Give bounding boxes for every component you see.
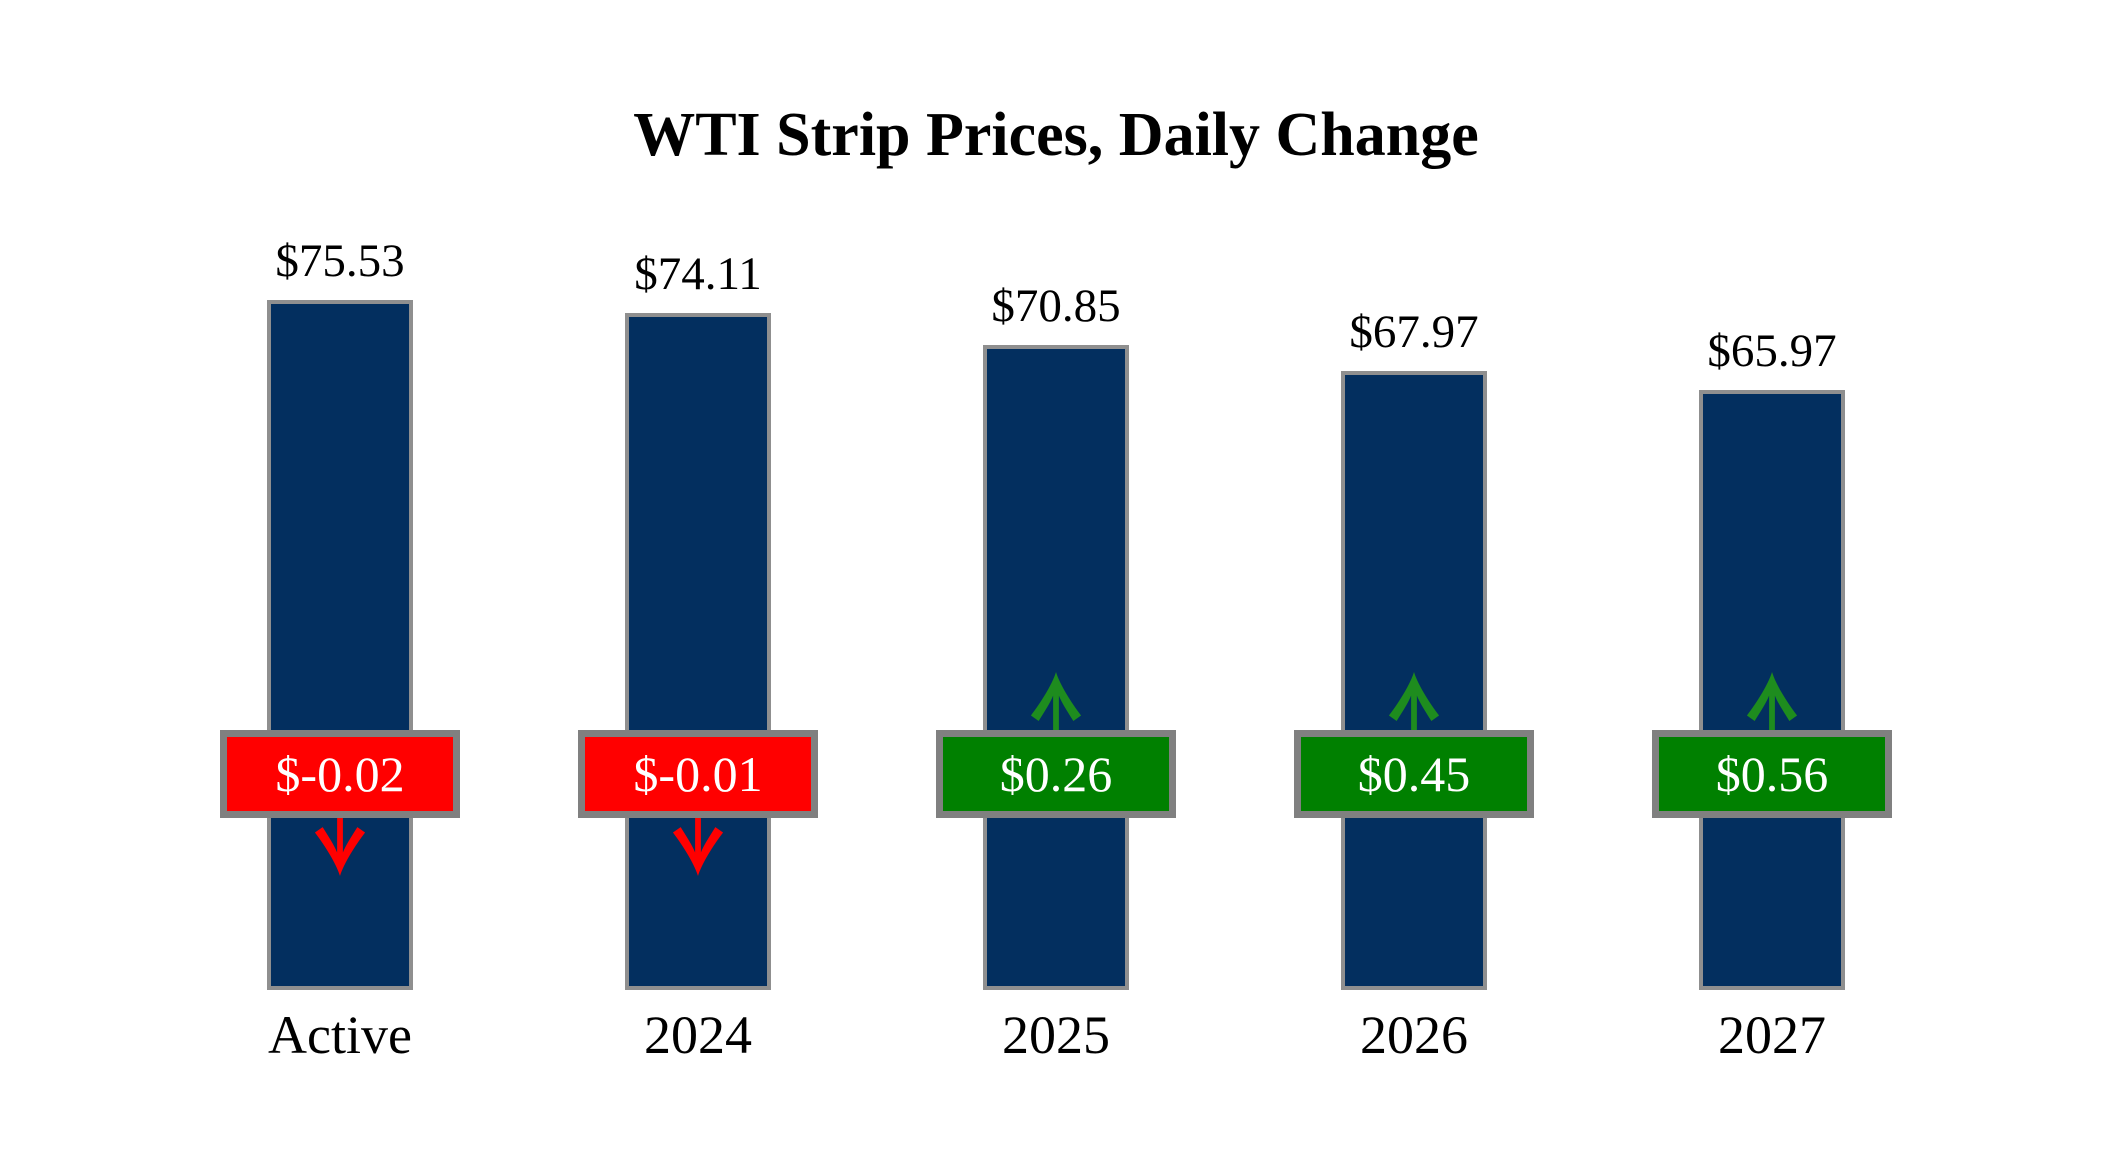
bar	[983, 345, 1129, 990]
change-badge: $0.45	[1294, 730, 1534, 818]
bar-group-active: $75.53 $-0.02 Active	[220, 0, 460, 1152]
bar-group-2024: $74.11 $-0.01 2024	[578, 0, 818, 1152]
price-label: $67.97	[1349, 306, 1479, 358]
category-label: 2026	[1360, 1005, 1468, 1065]
price-label: $65.97	[1707, 325, 1837, 377]
category-label: 2024	[644, 1005, 752, 1065]
up-arrow-icon	[1030, 672, 1082, 730]
bar	[267, 300, 413, 990]
category-label: 2025	[1002, 1005, 1110, 1065]
chart-title: WTI Strip Prices, Daily Change	[633, 101, 1479, 169]
change-badge: $0.26	[936, 730, 1176, 818]
down-arrow-icon	[314, 818, 366, 876]
bar-group-2025: $70.85 $0.26 2025	[936, 0, 1176, 1152]
price-label: $74.11	[634, 248, 762, 300]
bar-group-2026: $67.97 $0.45 2026	[1294, 0, 1534, 1152]
down-arrow-icon	[672, 818, 724, 876]
up-arrow-icon	[1388, 672, 1440, 730]
category-label: 2027	[1718, 1005, 1826, 1065]
category-label: Active	[268, 1005, 412, 1065]
change-badge: $0.56	[1652, 730, 1892, 818]
price-label: $70.85	[991, 280, 1121, 332]
change-badge: $-0.02	[220, 730, 460, 818]
change-badge: $-0.01	[578, 730, 818, 818]
up-arrow-icon	[1746, 672, 1798, 730]
price-label: $75.53	[275, 235, 405, 287]
bar-group-2027: $65.97 $0.56 2027	[1652, 0, 1892, 1152]
bar	[625, 313, 771, 990]
